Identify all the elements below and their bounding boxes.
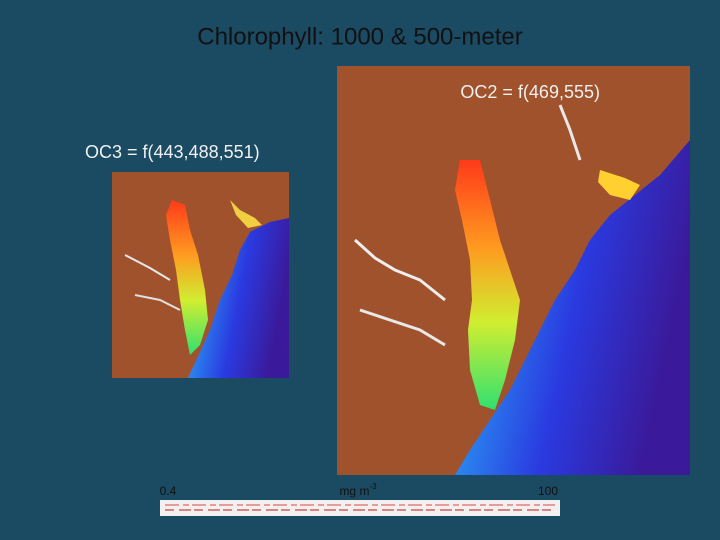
oc2-image	[337, 66, 690, 475]
colorbar	[160, 500, 560, 516]
oc2-label: OC2 = f(469,555)	[460, 82, 600, 102]
colorbar-unit: mg m-3	[339, 482, 377, 498]
oc3-image	[112, 172, 289, 378]
oc3-label: OC3 = f(443,488,551)	[85, 142, 260, 162]
unit-base: mg m	[339, 484, 369, 498]
colorbar-max-label: 100	[538, 484, 558, 498]
unit-superscript: -3	[369, 482, 377, 491]
colorbar-min-label: 0.4	[160, 484, 177, 498]
slide-title: Chlorophyll: 1000 & 500-meter	[197, 23, 523, 50]
